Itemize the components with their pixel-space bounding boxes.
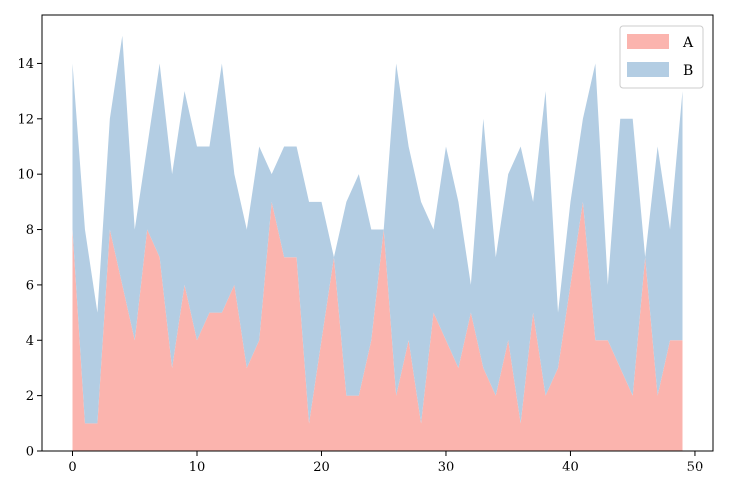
x-tick-label: 20 bbox=[313, 460, 330, 475]
watermark: https://blog.csdn.net/weixin_45164420 bbox=[440, 466, 713, 482]
area-series-group bbox=[72, 35, 683, 451]
area-series-a bbox=[72, 201, 683, 451]
legend: A B bbox=[619, 25, 704, 89]
x-tick-label: 40 bbox=[562, 460, 579, 475]
area-series-b bbox=[72, 35, 683, 424]
y-axis-ticks: 0 2 4 6 8 10 12 14 bbox=[17, 57, 42, 460]
y-tick-label: 2 bbox=[26, 389, 34, 404]
plot-frame bbox=[41, 14, 714, 452]
x-tick-label: 30 bbox=[438, 460, 455, 475]
y-tick-label: 0 bbox=[26, 445, 34, 460]
x-tick-label: 0 bbox=[68, 460, 76, 475]
x-tick-label: 50 bbox=[687, 460, 704, 475]
legend-swatch-b bbox=[627, 62, 669, 77]
x-axis-ticks: 0 10 20 30 40 50 bbox=[68, 451, 703, 475]
x-tick-label: 10 bbox=[189, 460, 206, 475]
y-tick-label: 12 bbox=[17, 112, 34, 127]
y-tick-label: 8 bbox=[26, 223, 34, 238]
y-tick-label: 10 bbox=[17, 168, 34, 183]
legend-label-a: A bbox=[682, 35, 694, 51]
legend-label-b: B bbox=[683, 63, 693, 79]
y-tick-label: 4 bbox=[26, 334, 34, 349]
legend-swatch-a bbox=[627, 34, 669, 49]
y-tick-label: 6 bbox=[26, 278, 34, 293]
y-tick-label: 14 bbox=[17, 57, 34, 72]
